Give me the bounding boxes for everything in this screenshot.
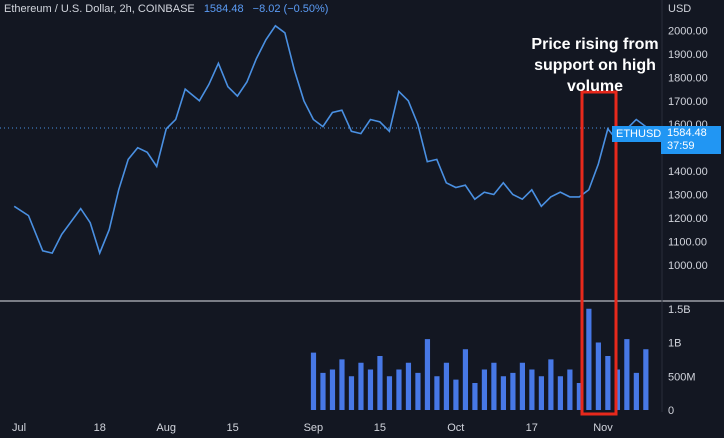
y-tick-label: 1300.00	[668, 190, 708, 202]
x-tick-label: 15	[374, 422, 386, 434]
volume-bar	[329, 369, 336, 410]
x-tick-label: Oct	[447, 422, 464, 434]
volume-bar	[415, 372, 421, 410]
volume-bar	[310, 352, 317, 410]
volume-bar	[633, 372, 639, 410]
volume-tick-label: 0	[668, 405, 674, 417]
annotation-text: Price rising from support on high volume	[531, 36, 659, 95]
volume-bar	[643, 349, 649, 410]
x-tick-label: 17	[526, 422, 538, 434]
volume-bar	[605, 356, 611, 410]
x-tick-label: Jul	[12, 422, 26, 434]
volume-tick-label: 500M	[668, 371, 696, 383]
x-tick-label: Sep	[304, 422, 324, 434]
y-tick-label: 1000.00	[668, 260, 708, 272]
volume-bar	[519, 362, 526, 410]
volume-bar	[586, 308, 592, 410]
volume-bar	[510, 372, 516, 410]
volume-bar	[386, 376, 393, 410]
volume-bar	[481, 369, 488, 410]
x-tick-label: 18	[94, 422, 106, 434]
volume-bar	[557, 376, 563, 410]
volume-bar	[462, 349, 469, 410]
volume-bar	[434, 376, 440, 410]
y-tick-label: 1900.00	[668, 49, 708, 61]
volume-tick-label: 1B	[668, 338, 681, 350]
symbol-tag: ETHUSD	[612, 126, 666, 142]
volume-bar	[320, 372, 326, 410]
highlight-box	[580, 90, 618, 416]
volume-bar	[424, 339, 431, 410]
y-tick-label: 1200.00	[668, 213, 708, 225]
bar-countdown: 37:59	[667, 140, 695, 152]
volume-bar	[358, 362, 364, 410]
y-tick-label: 1800.00	[668, 72, 708, 84]
volume-bar	[491, 362, 497, 410]
y-tick-label: 2000.00	[668, 25, 708, 37]
x-tick-label: Nov	[593, 422, 613, 434]
x-tick-label: Aug	[156, 422, 176, 434]
y-tick-label: 1700.00	[668, 96, 708, 108]
volume-bar	[500, 376, 507, 410]
current-price: 1584.48	[667, 127, 707, 139]
volume-bar	[405, 362, 412, 410]
header-change: −8.02 (−0.50%)	[252, 3, 329, 15]
volume-bar	[529, 369, 535, 410]
volume-bar	[576, 383, 582, 410]
chart-header: Ethereum / U.S. Dollar, 2h, COINBASE 158…	[4, 3, 328, 15]
volume-bar	[624, 339, 630, 410]
y-tick-label: 1400.00	[668, 166, 708, 178]
volume-bar	[377, 356, 383, 410]
volume-bar	[443, 362, 450, 410]
volume-bar	[548, 359, 554, 410]
x-tick-label: 15	[227, 422, 239, 434]
volume-bar	[339, 359, 345, 410]
volume-bar	[472, 383, 478, 410]
volume-bar	[453, 379, 459, 410]
volume-tick-label: 1.5B	[668, 304, 691, 316]
volume-bar	[567, 369, 573, 410]
y-axis-title: USD	[668, 3, 691, 15]
volume-bar	[396, 369, 402, 410]
symbol-title: Ethereum / U.S. Dollar, 2h, COINBASE	[4, 3, 195, 15]
header-price: 1584.48	[203, 3, 244, 15]
volume-bar	[348, 376, 355, 410]
volume-bar	[367, 369, 374, 410]
volume-bar	[538, 376, 544, 410]
y-tick-label: 1100.00	[668, 236, 707, 248]
current-price-label: 1584.48 37:59	[661, 126, 721, 154]
price-series-line	[13, 24, 647, 256]
volume-bar	[595, 342, 601, 410]
